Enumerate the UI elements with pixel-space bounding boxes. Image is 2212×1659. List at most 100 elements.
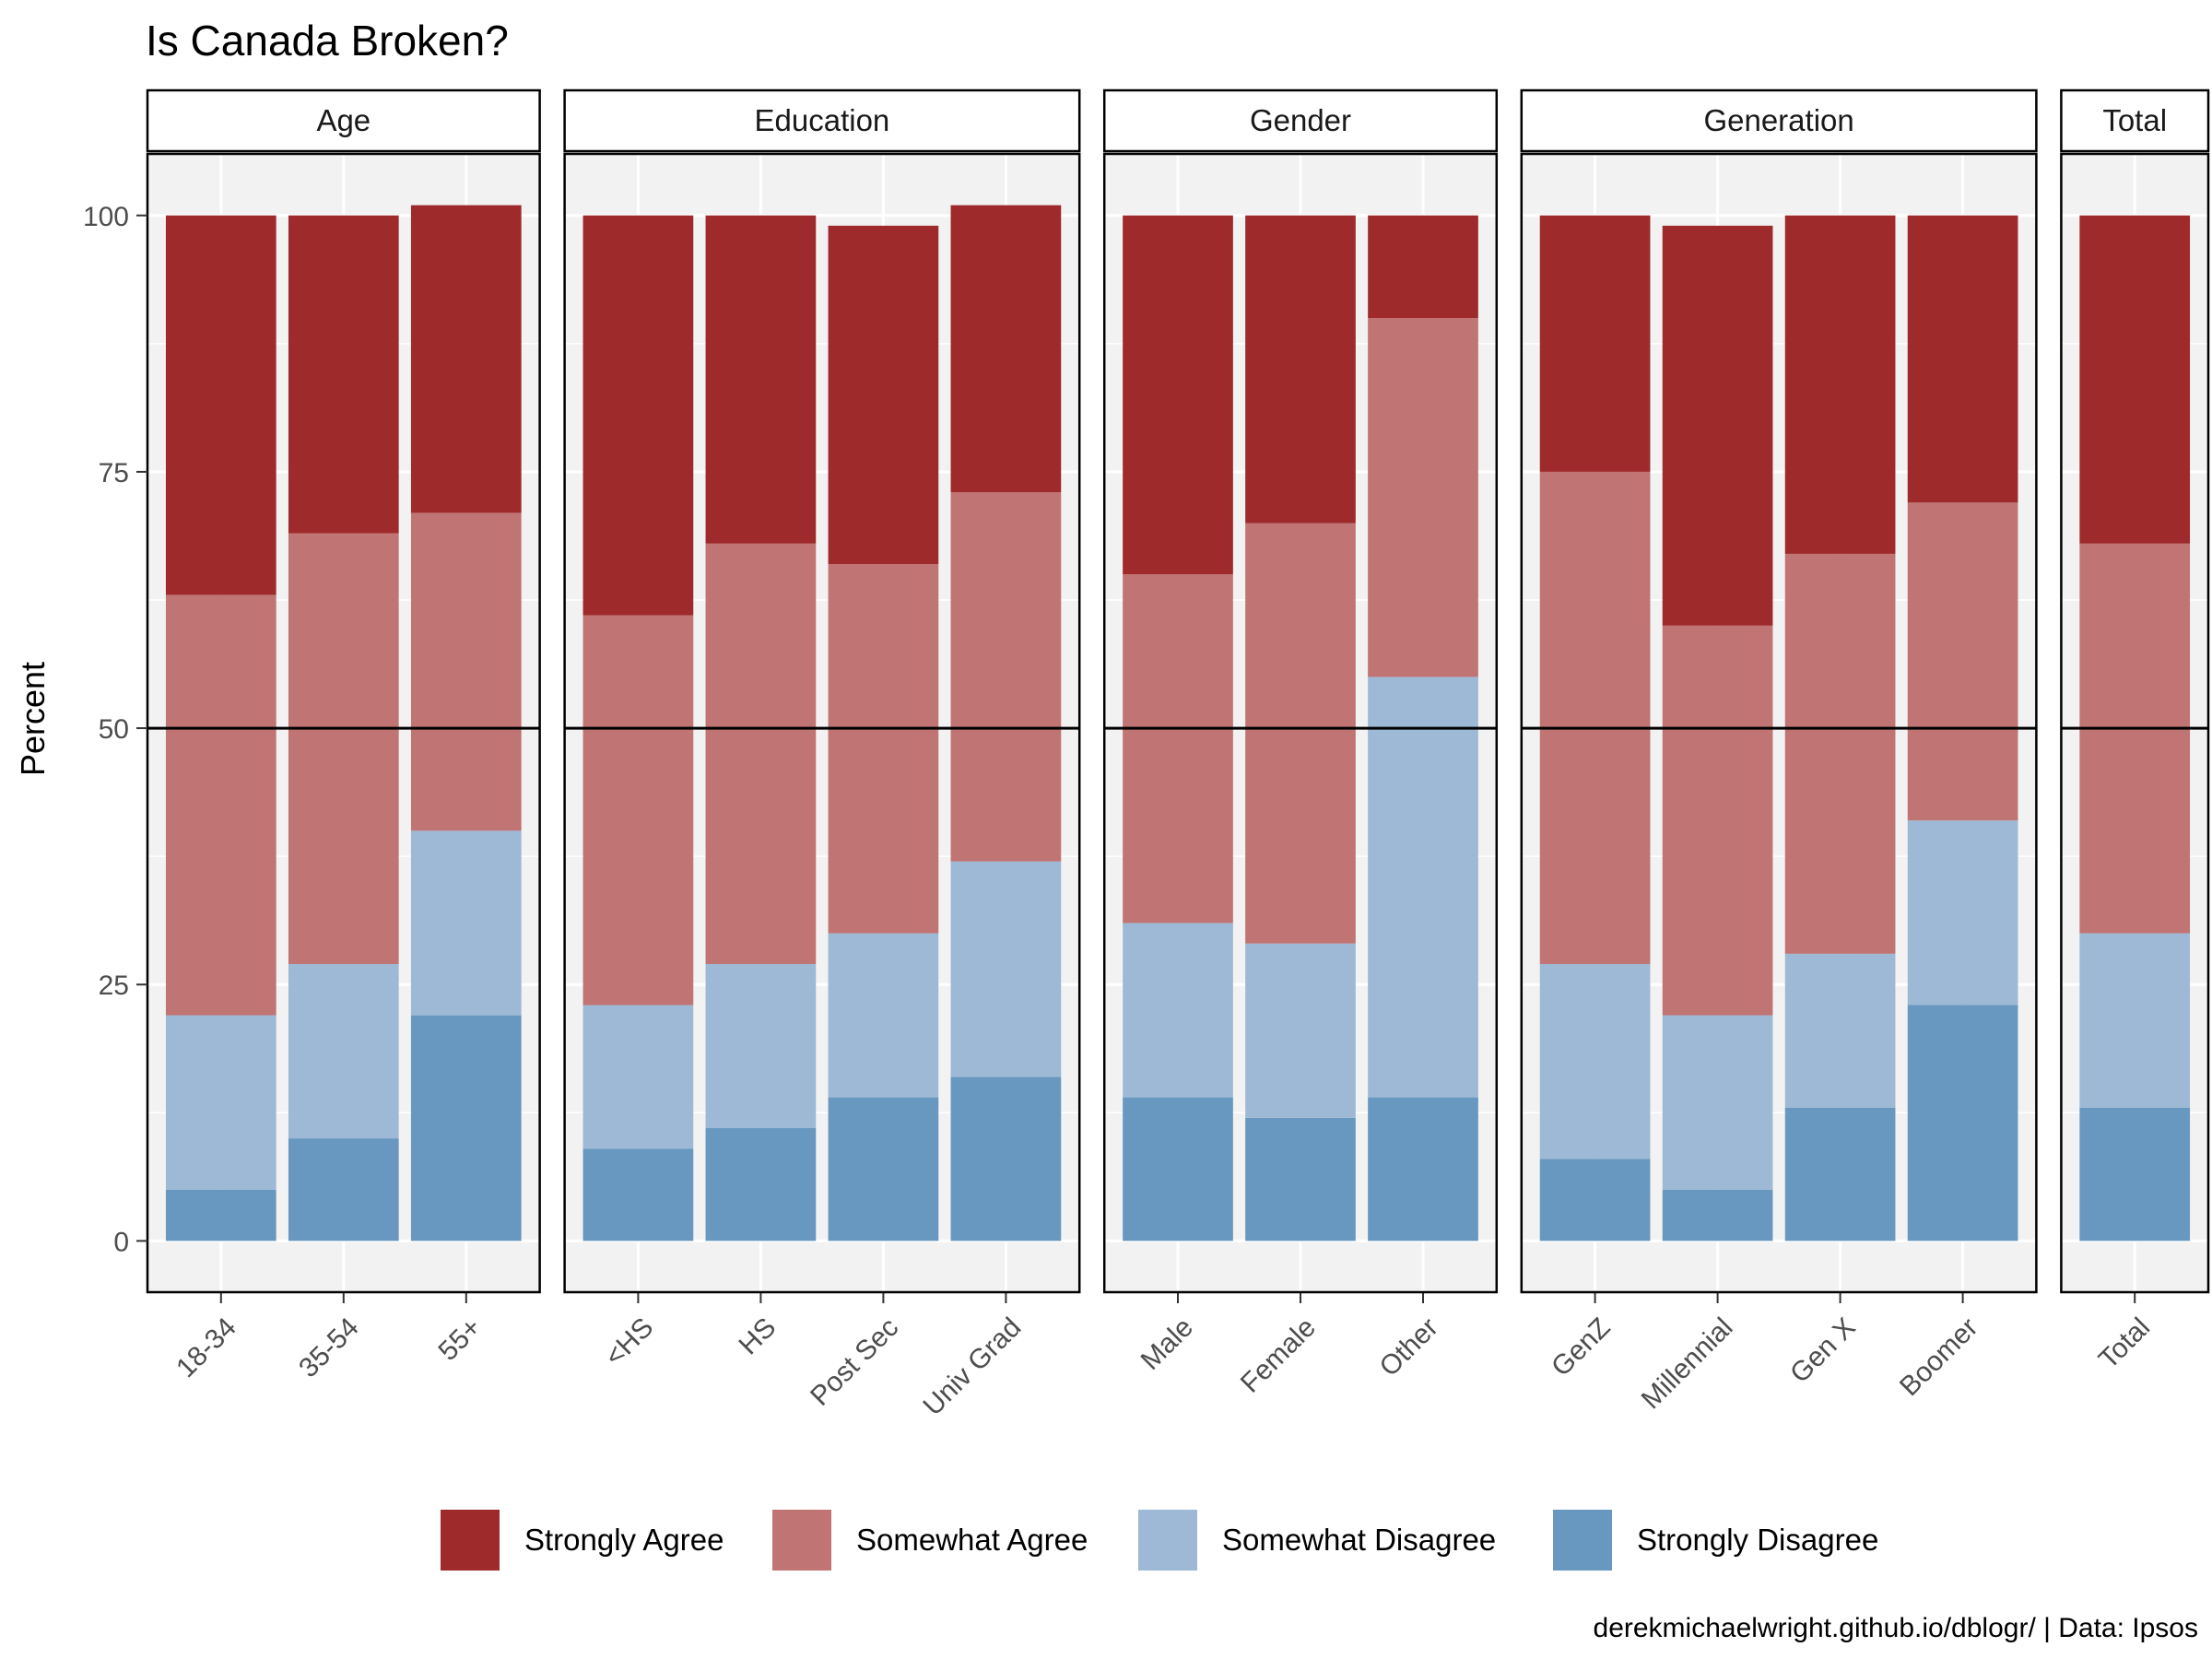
bar-segment-somewhat-agree <box>410 512 522 831</box>
facet-strip <box>1520 88 2038 153</box>
bar-segment-strongly-agree <box>2079 215 2191 544</box>
bar-segment-strongly-disagree <box>828 1097 939 1241</box>
bar-segment-somewhat-agree <box>828 564 939 934</box>
panel-border <box>1520 152 2038 1294</box>
facet-strip-label: Gender <box>1250 103 1351 137</box>
bar-segment-somewhat-disagree <box>1784 953 1896 1108</box>
x-tick-label: HS <box>734 1312 782 1361</box>
bar-segment-somewhat-disagree <box>705 963 817 1128</box>
x-tick-label: 18-34 <box>171 1312 242 1384</box>
bar-segment-somewhat-disagree <box>1368 677 1478 1098</box>
bar-segment-strongly-agree <box>1907 215 2018 503</box>
y-tick-label: 50 <box>99 714 129 745</box>
facet-strip-label: Generation <box>1703 103 1853 137</box>
bar-segment-strongly-disagree <box>705 1127 817 1241</box>
bar-segment-strongly-disagree <box>165 1189 276 1241</box>
bar-segment-strongly-disagree <box>1784 1107 1896 1241</box>
x-tick-label: Other <box>1374 1312 1444 1382</box>
panel-border <box>563 152 1081 1294</box>
x-tick-label: Univ Grad <box>918 1312 1028 1422</box>
facet-strip <box>563 88 1081 153</box>
bar-segment-strongly-disagree <box>1245 1117 1356 1241</box>
y-tick-label: 25 <box>99 971 129 1001</box>
bar-segment-strongly-agree <box>1123 215 1233 575</box>
facet-strip <box>146 88 541 153</box>
bar-segment-somewhat-agree <box>165 594 276 1016</box>
bar-segment-somewhat-agree <box>1784 553 1896 954</box>
x-tick-label: Gen X <box>1784 1312 1861 1389</box>
x-tick-label: 55+ <box>432 1312 487 1367</box>
caption: derekmichaelwright.github.io/dblogr/ | D… <box>1594 1613 2198 1643</box>
facet-strip <box>2060 88 2210 153</box>
bar-segment-somewhat-agree <box>1368 318 1478 677</box>
bar-segment-somewhat-agree <box>1123 574 1233 924</box>
bar-segment-strongly-disagree <box>1368 1097 1478 1241</box>
panel-border <box>1102 152 1499 1294</box>
x-tick-label: 35-54 <box>293 1312 365 1384</box>
bar-segment-somewhat-agree <box>2079 543 2191 934</box>
facet-panel: Male Female Other Gender <box>1102 88 1499 1399</box>
bar-segment-somewhat-disagree <box>2079 933 2191 1108</box>
legend-key <box>1138 1510 1197 1571</box>
legend-item: Somewhat Agree <box>772 1510 1088 1571</box>
bar-segment-strongly-disagree <box>2079 1107 2191 1241</box>
bar-segment-somewhat-agree <box>950 492 1062 862</box>
x-tick-label: Female <box>1235 1312 1322 1399</box>
x-tick-label: Total <box>2093 1312 2156 1375</box>
facet-strip-label: Education <box>755 103 890 137</box>
bar-segment-strongly-agree <box>288 215 399 534</box>
bar-segment-strongly-disagree <box>582 1148 694 1241</box>
x-tick-label: Post Sec <box>805 1312 904 1412</box>
bar-segment-somewhat-agree <box>1662 625 1773 1016</box>
facet-strip-label: Age <box>316 103 371 137</box>
bar-segment-strongly-agree <box>828 225 939 565</box>
bar-segment-somewhat-agree <box>1907 502 2018 821</box>
panel-border <box>2060 152 2210 1294</box>
facet-panel: GenZ Millennial Gen X Boomer Generation <box>1520 88 2038 1416</box>
bar-segment-strongly-disagree <box>288 1138 399 1241</box>
bar-segment-somewhat-agree <box>582 615 694 1006</box>
legend-label: Somewhat Disagree <box>1222 1523 1496 1557</box>
facet-panel: 18-34 35-54 55+ Age 0 25 50 75 100 <box>83 88 541 1384</box>
y-tick-label: 75 <box>99 458 129 488</box>
bar-segment-somewhat-disagree <box>165 1015 276 1190</box>
legend: Strongly Agree Somewhat Agree Somewhat Dis… <box>441 1510 1878 1571</box>
chart-title: Is Canada Broken? <box>146 17 509 65</box>
bar-segment-strongly-agree <box>165 215 276 595</box>
legend-key <box>1553 1510 1612 1571</box>
bar-segment-strongly-disagree <box>1123 1097 1233 1241</box>
facet-panel: Total Total <box>2060 88 2210 1375</box>
facet-strip-label: Total <box>2102 103 2167 137</box>
panel-border <box>146 152 541 1294</box>
bar-segment-strongly-disagree <box>1907 1005 2018 1241</box>
facets: 18-34 35-54 55+ Age 0 25 50 75 100 <HS HS Post Sec U… <box>83 88 2210 1422</box>
legend-label: Somewhat Agree <box>856 1523 1088 1557</box>
bar-segment-somewhat-disagree <box>950 861 1062 1077</box>
bar-segment-strongly-agree <box>582 215 694 616</box>
bar-segment-somewhat-disagree <box>582 1005 694 1149</box>
legend-label: Strongly Disagree <box>1637 1523 1878 1557</box>
y-tick-label: 0 <box>113 1227 129 1257</box>
y-axis-title: Percent <box>14 662 52 776</box>
bar-segment-strongly-agree <box>1539 215 1651 472</box>
bar-segment-somewhat-disagree <box>1539 963 1651 1159</box>
legend-item: Strongly Agree <box>441 1510 724 1571</box>
bar-segment-strongly-disagree <box>1539 1159 1651 1241</box>
bar-segment-strongly-disagree <box>410 1015 522 1241</box>
bar-segment-strongly-agree <box>1662 225 1773 626</box>
legend-item: Strongly Disagree <box>1553 1510 1878 1571</box>
bar-segment-somewhat-agree <box>288 533 399 964</box>
bar-segment-strongly-agree <box>1245 215 1356 524</box>
bar-segment-strongly-disagree <box>950 1077 1062 1241</box>
bar-segment-strongly-agree <box>1784 215 1896 554</box>
facet-panel: <HS HS Post Sec Univ Grad Education <box>563 88 1081 1422</box>
x-tick-label: Millennial <box>1636 1312 1739 1416</box>
x-tick-label: Boomer <box>1894 1312 1984 1403</box>
bar-segment-somewhat-disagree <box>410 830 522 1016</box>
bar-segment-somewhat-disagree <box>288 963 399 1139</box>
bar-segment-somewhat-disagree <box>828 933 939 1098</box>
legend-key <box>772 1510 831 1571</box>
y-tick-label: 100 <box>83 202 129 232</box>
bar-segment-somewhat-agree <box>705 543 817 964</box>
x-tick-label: Male <box>1135 1312 1199 1376</box>
